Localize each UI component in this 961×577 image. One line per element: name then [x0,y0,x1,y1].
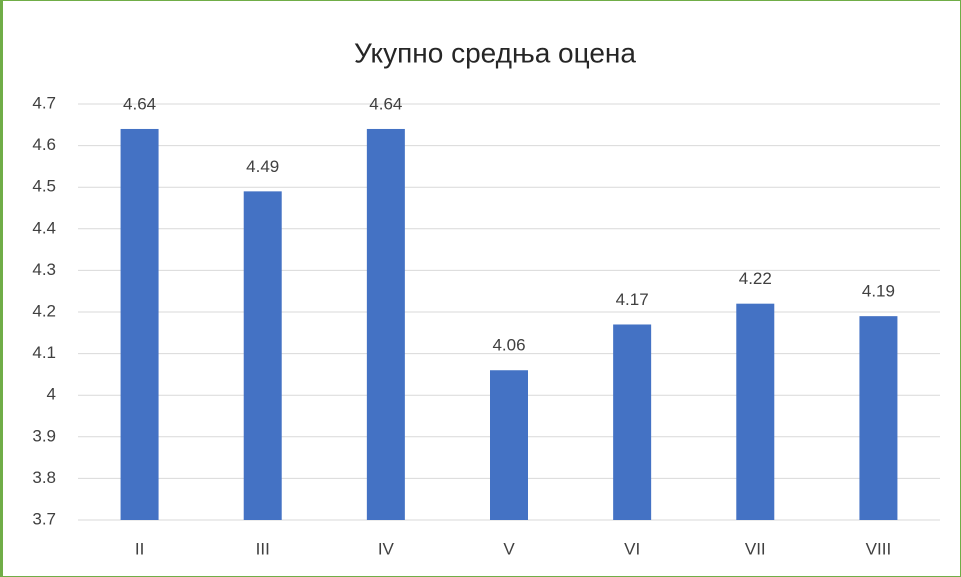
bar [243,191,282,521]
y-tick-label: 4.1 [32,343,56,362]
chart-title: Укупно средња оцена [354,37,636,68]
bar [490,370,528,520]
x-tick-label: IV [378,539,395,558]
data-label: 4.06 [492,336,525,355]
y-tick-label: 3.9 [32,426,56,445]
data-label: 4.64 [123,94,156,113]
x-tick-label: VI [624,539,640,558]
x-tick-label: III [256,539,270,558]
y-tick-label: 4.2 [32,301,56,320]
y-tick-label: 4.3 [32,260,56,279]
chart-border-edge [0,0,3,577]
bar [120,128,159,520]
y-tick-label: 4.5 [32,177,56,196]
y-tick-label: 4.4 [32,218,56,237]
bar [859,316,898,520]
x-tick-label: VII [745,539,766,558]
bar [736,303,775,520]
bar [613,324,652,520]
y-tick-label: 3.7 [32,509,56,528]
y-tick-label: 3.8 [32,468,56,487]
data-label: 4.22 [739,269,772,288]
x-tick-label: V [503,539,515,558]
data-label: 4.19 [862,282,895,301]
x-tick-label: II [135,539,144,558]
data-label: 4.64 [369,94,402,113]
y-tick-label: 4.6 [32,135,56,154]
data-label: 4.17 [616,290,649,309]
y-tick-label: 4 [47,385,56,404]
data-label: 4.49 [246,157,279,176]
bar [366,128,405,520]
y-tick-label: 4.7 [32,93,56,112]
x-tick-label: VIII [866,539,892,558]
